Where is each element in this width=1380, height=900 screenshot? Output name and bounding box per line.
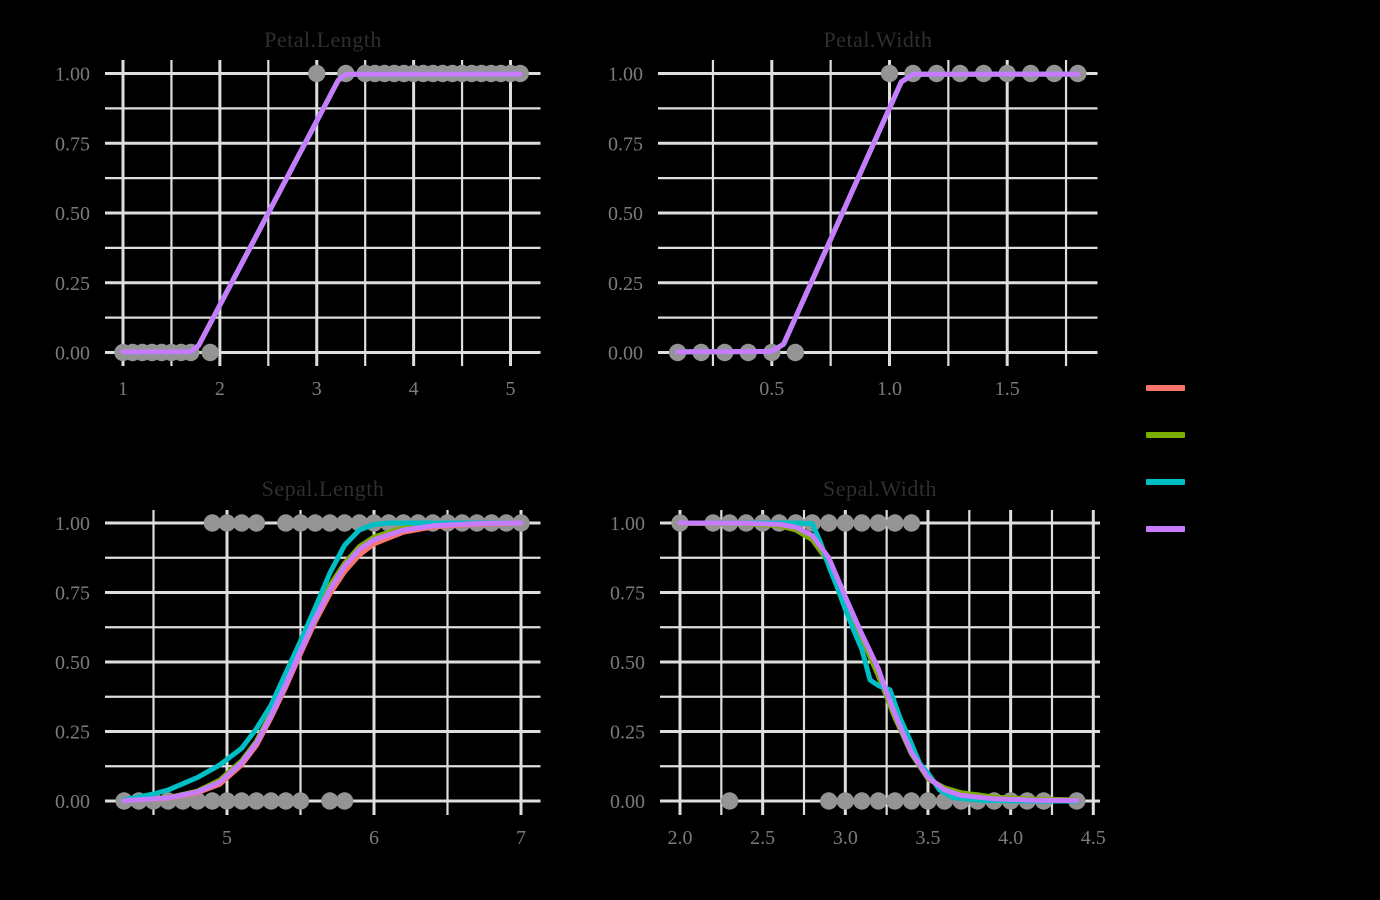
smoother-line <box>677 520 1080 804</box>
y-tick-label: 0.75 <box>55 583 90 605</box>
legend-key-4 <box>1146 526 1185 532</box>
data-point <box>277 514 295 532</box>
data-point <box>321 514 339 532</box>
data-point <box>277 792 295 810</box>
x-tick-label: 1 <box>118 378 128 400</box>
x-tick-label: 4.0 <box>998 827 1023 849</box>
data-point <box>919 792 937 810</box>
data-point <box>203 792 221 810</box>
data-point <box>218 792 236 810</box>
facet-title-petal-length: Petal.Length <box>264 27 382 52</box>
data-point <box>853 792 871 810</box>
data-point <box>188 792 207 810</box>
y-tick-label: 0.25 <box>610 722 645 744</box>
x-tick-label: 2.0 <box>668 827 693 849</box>
y-tick-label: 1.00 <box>55 64 90 86</box>
x-tick-label: 5 <box>506 378 516 400</box>
data-point <box>306 514 324 532</box>
y-tick-label: 1.00 <box>55 513 90 535</box>
data-point <box>291 514 310 532</box>
y-tick-label: 1.00 <box>608 64 643 86</box>
data-point <box>886 792 904 810</box>
x-tick-label: 1.0 <box>877 378 902 400</box>
facet-title-sepal-width: Sepal.Width <box>823 476 937 501</box>
data-point <box>880 64 899 83</box>
data-point <box>869 514 888 532</box>
smoother-line <box>121 520 524 804</box>
data-point <box>869 792 888 810</box>
facet-title-sepal-length: Sepal.Length <box>261 476 385 501</box>
data-point <box>820 792 838 810</box>
data-point <box>321 792 339 810</box>
data-point <box>786 343 805 362</box>
x-tick-label: 3 <box>312 378 322 400</box>
legend-key-2 <box>1146 432 1185 438</box>
y-tick-label: 0.00 <box>55 343 90 365</box>
x-tick-label: 0.5 <box>759 378 784 400</box>
x-tick-label: 1.5 <box>995 378 1020 400</box>
x-tick-label: 2.5 <box>750 827 775 849</box>
data-point <box>335 514 354 532</box>
x-tick-label: 5 <box>222 827 232 849</box>
y-tick-label: 0.75 <box>55 133 90 155</box>
data-point <box>247 792 266 810</box>
facet-title-petal-width: Petal.Width <box>823 27 933 52</box>
smoother-line <box>121 520 524 803</box>
data-point <box>262 792 280 810</box>
data-point <box>853 514 871 532</box>
smoother-line <box>677 520 1080 803</box>
data-point <box>291 792 310 810</box>
legend-key-3 <box>1146 479 1185 485</box>
data-point <box>201 343 219 362</box>
data-point <box>233 792 251 810</box>
data-point <box>247 514 266 532</box>
x-tick-label: 6 <box>369 827 379 849</box>
y-tick-label: 0.00 <box>610 791 645 813</box>
data-point <box>820 514 838 532</box>
y-tick-label: 0.50 <box>608 203 643 225</box>
data-point <box>720 792 739 810</box>
x-tick-label: 3.5 <box>915 827 940 849</box>
y-tick-label: 0.50 <box>55 203 90 225</box>
x-tick-label: 4.5 <box>1081 827 1106 849</box>
x-tick-label: 3.0 <box>833 827 858 849</box>
y-tick-label: 0.25 <box>55 273 90 295</box>
y-tick-label: 0.50 <box>55 652 90 674</box>
data-point <box>902 792 921 810</box>
data-point <box>836 792 855 810</box>
smoother-line <box>675 71 1081 355</box>
y-tick-label: 0.75 <box>610 583 645 605</box>
smoother-line <box>120 71 523 355</box>
x-tick-label: 7 <box>516 827 526 849</box>
y-tick-label: 0.50 <box>610 652 645 674</box>
y-tick-label: 0.25 <box>608 273 643 295</box>
data-point <box>218 514 236 532</box>
data-point <box>836 514 855 532</box>
data-point <box>203 514 221 532</box>
legend-key-1 <box>1146 385 1185 391</box>
y-tick-label: 0.00 <box>55 791 90 813</box>
y-tick-label: 0.25 <box>55 722 90 744</box>
x-tick-label: 2 <box>215 378 225 400</box>
data-point <box>902 514 921 532</box>
data-point <box>335 792 354 810</box>
y-tick-label: 0.75 <box>608 133 643 155</box>
x-tick-label: 4 <box>409 378 419 400</box>
data-point <box>886 514 904 532</box>
y-tick-label: 0.00 <box>608 343 643 365</box>
y-tick-label: 1.00 <box>610 513 645 535</box>
legend <box>1146 385 1185 532</box>
data-point <box>308 64 326 83</box>
data-point <box>233 514 251 532</box>
